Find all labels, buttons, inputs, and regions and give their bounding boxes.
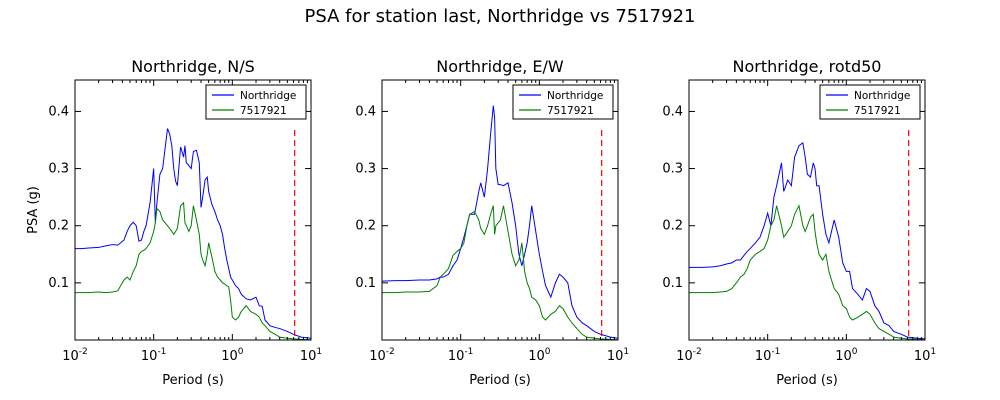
chart-title: Northridge, rotd50: [733, 57, 882, 76]
y-tick-label: 0.2: [355, 219, 376, 234]
legend-entry: Northridge: [240, 90, 296, 102]
x-tick-label: 101: [300, 347, 322, 364]
legend: Northridge 7517921: [512, 84, 614, 120]
x-axis-label: Period (s): [469, 373, 531, 388]
legend: Northridge 7517921: [205, 84, 307, 120]
series-line-comparison: [689, 204, 925, 340]
y-tick-label: 0.1: [662, 276, 683, 291]
x-axis-label: Period (s): [776, 373, 838, 388]
y-tick-label: 0.3: [355, 162, 376, 177]
x-tick-label: 101: [914, 347, 936, 364]
chart-panel-3: Northridge, rotd50 10-2 10-1 100 101 0.1 0.2 0.…: [662, 57, 936, 388]
x-tick-label: 100: [835, 347, 858, 364]
x-tick-label: 10-1: [448, 347, 474, 364]
legend-box: [512, 84, 614, 120]
y-tick-label: 0.3: [48, 162, 69, 177]
chart-panel-2: Northridge, E/W 10-2 10-1 100 101 0.1 0.2 0.3 0.…: [355, 57, 629, 388]
x-tick-label: 10-2: [676, 347, 702, 364]
legend-entry: 7517921: [854, 105, 901, 117]
y-tick-label: 0.1: [355, 276, 376, 291]
plot-frame: [74, 79, 312, 341]
series-line-northridge: [689, 141, 925, 340]
series-line-comparison: [382, 205, 618, 340]
legend-entry: Northridge: [547, 90, 603, 102]
x-tick-label: 100: [528, 347, 551, 364]
x-tick-label: 10-1: [141, 347, 167, 364]
y-tick-label: 0.1: [48, 276, 69, 291]
plot-frame: [688, 79, 926, 341]
x-tick-label: 10-2: [369, 347, 395, 364]
series-line-northridge: [382, 105, 618, 339]
legend-entry: 7517921: [547, 105, 594, 117]
legend-entry: 7517921: [240, 105, 287, 117]
chart-title: Northridge, E/W: [436, 57, 564, 76]
figure-title: PSA for station last, Northridge vs 7517…: [304, 6, 696, 27]
chart-title: Northridge, N/S: [131, 57, 255, 76]
x-tick-label: 10-1: [755, 347, 781, 364]
series-line-northridge: [75, 128, 311, 339]
x-tick-label: 101: [607, 347, 629, 364]
y-tick-label: 0.4: [662, 104, 683, 119]
x-tick-label: 10-2: [62, 347, 88, 364]
y-tick-label: 0.4: [48, 104, 69, 119]
chart-panel-1: Northridge, N/S 10-2 10-1 100 101 0.1 0.2 0.3 0.…: [26, 57, 322, 388]
y-tick-label: 0.4: [355, 104, 376, 119]
legend-box: [819, 84, 921, 120]
y-tick-label: 0.3: [662, 162, 683, 177]
y-tick-label: 0.2: [48, 219, 69, 234]
legend: Northridge 7517921: [819, 84, 921, 120]
legend-entry: Northridge: [854, 90, 910, 102]
y-tick-label: 0.2: [662, 219, 683, 234]
x-axis-label: Period (s): [162, 373, 224, 388]
plot-frame: [381, 79, 619, 341]
y-axis-label: PSA (g): [26, 186, 41, 234]
x-tick-label: 100: [221, 347, 244, 364]
series-line-comparison: [75, 201, 311, 340]
legend-box: [205, 84, 307, 120]
